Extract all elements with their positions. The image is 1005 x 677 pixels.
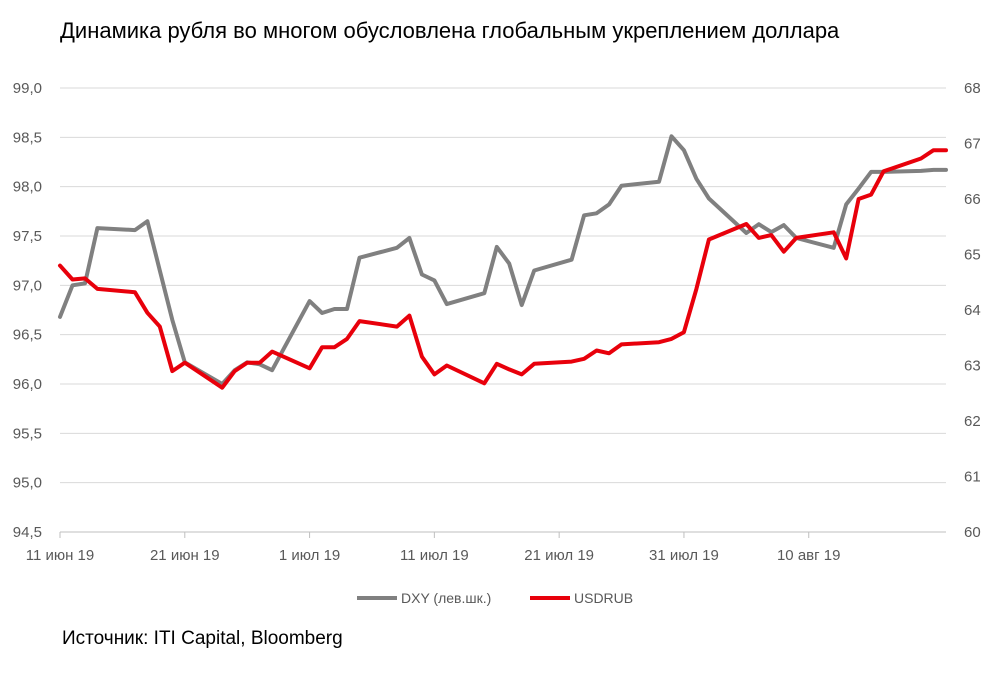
y-left-tick-label: 95,5	[13, 425, 42, 442]
y-right-tick-label: 63	[964, 358, 981, 375]
y-right-tick-label: 62	[964, 413, 981, 430]
x-tick-label: 11 июн 19	[26, 547, 95, 564]
source-note: Источник: ITI Capital, Bloomberg	[62, 628, 343, 649]
legend: DXY (лев.шк.) USDRUB	[357, 590, 633, 606]
y-left-tick-label: 95,0	[13, 475, 42, 492]
x-tick-label: 21 июн 19	[150, 547, 220, 564]
y-left-tick-label: 96,5	[13, 327, 42, 344]
y-right-tick-label: 68	[964, 80, 981, 97]
y-left-tick-label: 99,0	[13, 80, 42, 97]
y-right-tick-label: 65	[964, 247, 981, 264]
legend-label: USDRUB	[574, 590, 633, 606]
y-right-tick-label: 60	[964, 524, 981, 541]
x-axis: 11 июн 19 21 июн 19 1 июл 19 11 июл 19 21 ию…	[26, 531, 946, 564]
y-left-tick-label: 96,0	[13, 376, 42, 393]
y-left-tick-label: 98,0	[13, 179, 42, 196]
y-left-tick-label: 94,5	[13, 524, 42, 541]
gridlines	[60, 87, 946, 484]
left-axis-ticks: 94,5 95,0 95,5 96,0 96,5 97,0 97,5 98,0 98,5 99,0	[13, 80, 42, 541]
x-tick-label: 31 июл 19	[649, 547, 719, 564]
right-axis-ticks: 60 61 62 63 64 65 66 67 68	[964, 80, 981, 541]
y-left-tick-label: 98,5	[13, 129, 42, 146]
y-right-tick-label: 67	[964, 136, 981, 153]
usdrub-line	[58, 148, 948, 390]
y-right-tick-label: 61	[964, 469, 981, 486]
chart-title: Динамика рубля во многом обусловлена гло…	[60, 18, 840, 43]
dxy-line	[58, 134, 948, 386]
y-right-tick-label: 64	[964, 302, 981, 319]
y-left-tick-label: 97,5	[13, 228, 42, 245]
legend-label: DXY (лев.шк.)	[401, 590, 491, 606]
y-right-tick-label: 66	[964, 191, 981, 208]
x-tick-label: 1 июл 19	[279, 547, 340, 564]
series-lines	[58, 134, 948, 390]
x-tick-label: 10 авг 19	[777, 547, 841, 564]
x-tick-label: 21 июл 19	[524, 547, 594, 564]
y-left-tick-label: 97,0	[13, 277, 42, 294]
x-tick-label: 11 июл 19	[400, 547, 469, 564]
